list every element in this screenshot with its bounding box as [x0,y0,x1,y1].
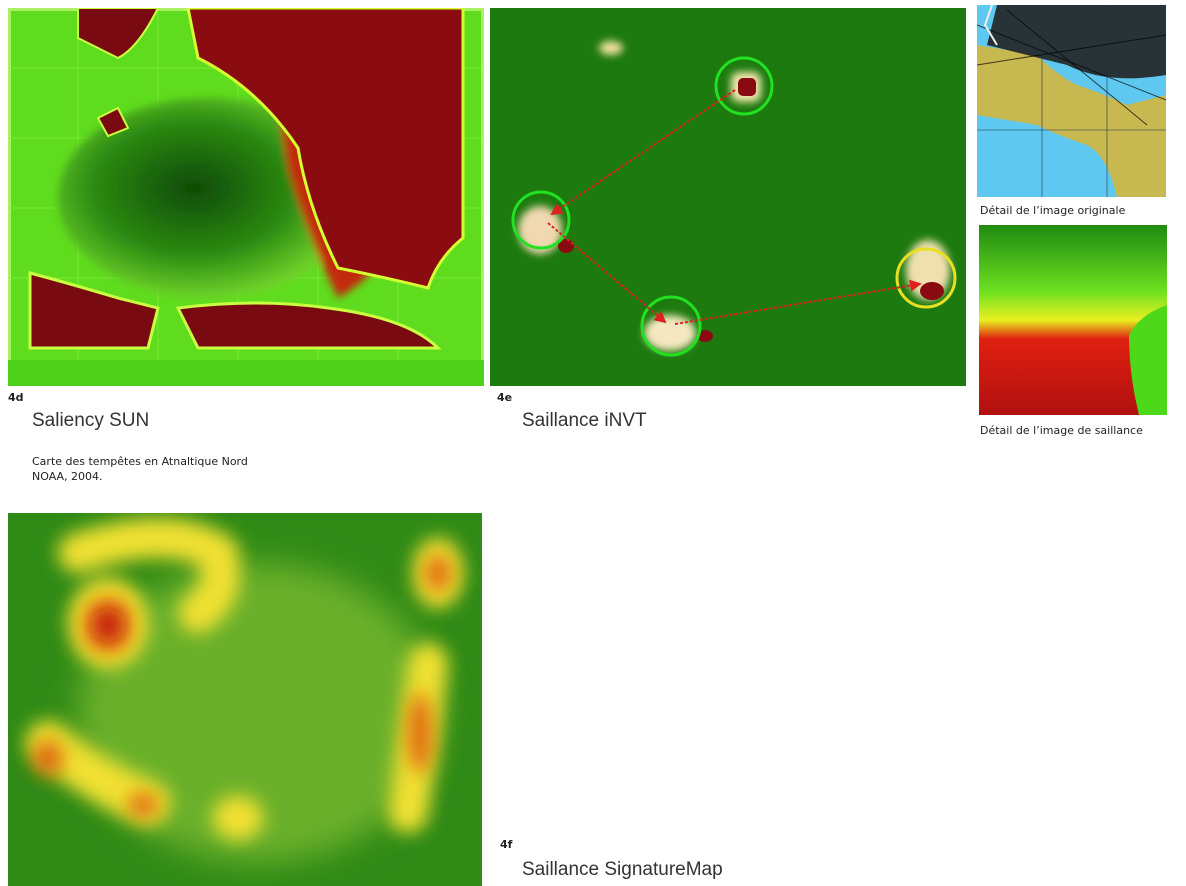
saillance-signaturemap-image [8,513,482,886]
panel-caption: Carte des tempêtes en Atnaltique Nord [32,455,248,468]
detail-original-image [977,5,1166,197]
saliency-sun-image [8,8,484,386]
detail-saliency-image [979,225,1167,415]
panel-title: Saillance iNVT [522,410,647,431]
panel-id: 4e [497,391,513,404]
saillance-invt-image [490,8,966,386]
panel-title: Saliency SUN [32,410,150,431]
panel-id: 4d [8,391,24,404]
detail-caption: Détail de l’image de saillance [980,424,1143,437]
panel-id: 4f [500,838,513,851]
detail-caption: Détail de l’image originale [980,204,1126,217]
panel-caption: NOAA, 2004. [32,470,103,483]
panel-title: Saillance SignatureMap [522,859,723,880]
